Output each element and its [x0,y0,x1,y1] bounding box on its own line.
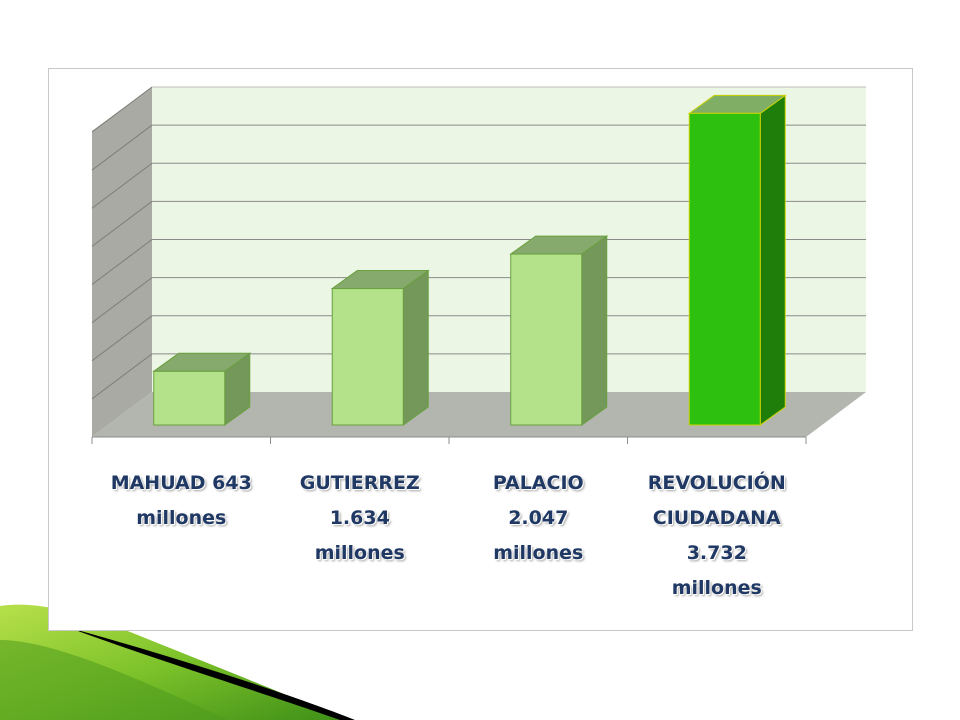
category-label-line: millones [314,542,405,564]
gridline-side [91,162,153,209]
x-axis-ticks [91,437,807,444]
gridline-side [91,353,153,400]
bar-front [510,253,583,426]
category-label: PALACIO 2.047 millones [449,466,627,571]
category-label-line: GUTIERREZ [299,472,420,494]
bar-side [759,94,786,426]
bar-side [581,235,608,426]
category-label: GUTIERREZ 1.634 millones [271,466,449,571]
bar-4 [687,94,787,426]
bar-front [688,112,761,426]
gridline-side [91,277,153,324]
bar-2 [330,269,430,426]
gridline-side [91,239,153,285]
category-label-line: MAHUAD 643 [110,472,252,494]
bars [152,94,787,426]
category-label-line: 1.634 [329,507,390,529]
category-label-line: millones [493,542,584,564]
gridline-side [91,200,153,247]
bar-side [402,269,429,426]
category-label-line: 2.047 [508,507,569,529]
category-label-line: millones [136,507,227,529]
bar-1 [152,352,252,426]
category-label-line: REVOLUCIÓN [647,472,786,494]
chart-floor [92,392,866,437]
bar-3 [509,235,609,426]
category-label-line: 3.732 [686,542,747,564]
category-label: MAHUAD 643 millones [92,466,270,536]
gridline-side [91,315,153,362]
bar-front [331,288,404,426]
gridline-side [91,86,153,133]
category-label-line: PALACIO [492,472,584,494]
category-label-line: CIUDADANA [652,507,781,529]
category-label-line: millones [671,577,762,599]
gridline-side [91,124,153,171]
bar-front [153,370,226,426]
category-label: REVOLUCIÓN CIUDADANA 3.732 millones [628,466,806,606]
